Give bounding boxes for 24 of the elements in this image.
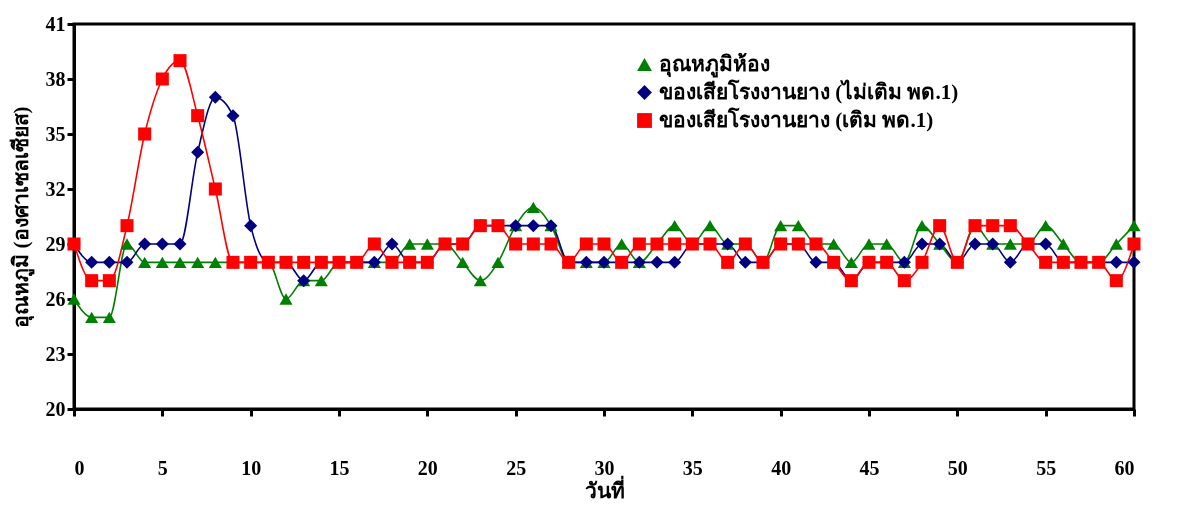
y-tick-label: 38 (45, 67, 66, 90)
x-tick-label: 10 (241, 456, 262, 479)
legend-label: ของเสียโรงงานยาง (ไม่เติม พด.1) (659, 78, 959, 104)
y-tick-label: 26 (45, 287, 66, 310)
y-tick-label: 29 (45, 232, 66, 255)
x-tick-label: 55 (1036, 456, 1057, 479)
y-tick-label: 23 (45, 342, 66, 365)
y-tick-label: 20 (45, 397, 66, 420)
legend-label: อุณหภูมิห้อง (659, 51, 770, 78)
y-tick-label: 32 (45, 177, 66, 200)
x-tick-label: 60 (1114, 456, 1135, 479)
x-tick-label: 25 (506, 456, 527, 479)
y-tick-label: 41 (45, 12, 66, 35)
y-axis-title: อุณหภูมิ (องศาเซลเซียส) (8, 106, 35, 328)
x-tick-label: 50 (947, 456, 968, 479)
x-tick-label: 20 (417, 456, 438, 479)
y-tick-label: 35 (45, 122, 66, 145)
x-tick-label: 0 (74, 456, 85, 479)
x-tick-label: 40 (771, 456, 792, 479)
x-tick-label: 5 (157, 456, 168, 479)
x-tick-label: 45 (859, 456, 880, 479)
x-tick-label: 15 (329, 456, 350, 479)
legend-label: ของเสียโรงงานยาง (เติม พด.1) (659, 106, 934, 132)
x-tick-label: 35 (682, 456, 703, 479)
